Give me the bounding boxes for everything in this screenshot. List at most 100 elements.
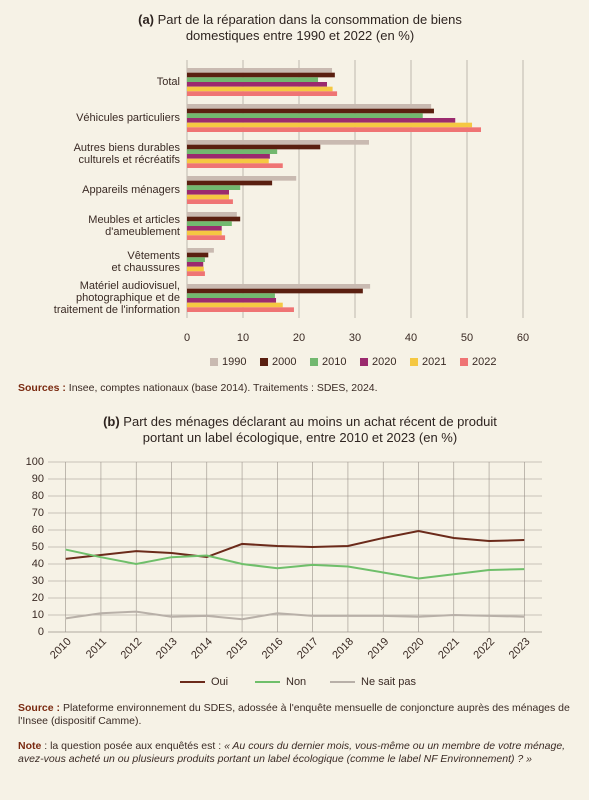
bar bbox=[187, 230, 222, 236]
legend-swatch bbox=[360, 358, 368, 366]
bar bbox=[187, 262, 204, 267]
bar bbox=[187, 293, 275, 298]
note-quote: « Au cours du dernier mois, vous-même ou… bbox=[18, 740, 566, 765]
bar bbox=[187, 307, 294, 312]
bar bbox=[187, 288, 363, 294]
chart-a-heading: (a) Part de la réparation dans la consom… bbox=[60, 12, 540, 44]
chart-label: (b) bbox=[103, 414, 120, 429]
bar bbox=[187, 163, 283, 168]
y-tick-label: 50 bbox=[32, 541, 44, 553]
bar bbox=[187, 77, 319, 82]
bar bbox=[187, 271, 205, 276]
source-text: Insee, comptes nationaux (base 2014). Tr… bbox=[68, 382, 378, 394]
y-tick-label: 70 bbox=[32, 507, 44, 519]
x-tick-label: 2018 bbox=[330, 636, 356, 662]
x-tick-label: 30 bbox=[349, 332, 361, 344]
bar bbox=[187, 82, 327, 87]
bar bbox=[187, 176, 297, 181]
y-tick-label: Véhicules particuliers bbox=[76, 112, 180, 124]
legend-swatch bbox=[460, 358, 468, 366]
y-tick-label: 0 bbox=[38, 626, 44, 638]
x-tick-label: 20 bbox=[293, 332, 305, 344]
y-tick-label: 30 bbox=[32, 575, 44, 587]
note-text: : la question posée aux enquêtés est : bbox=[41, 740, 225, 752]
chart-label: (a) bbox=[138, 12, 154, 27]
bar bbox=[187, 235, 226, 240]
bar bbox=[187, 284, 371, 289]
bar bbox=[187, 190, 229, 195]
bar bbox=[187, 252, 209, 258]
legend-label: 1990 bbox=[222, 356, 246, 368]
bar bbox=[187, 104, 432, 109]
y-tick-label: Total bbox=[156, 76, 180, 88]
x-tick-label: 50 bbox=[461, 332, 473, 344]
legend-swatch bbox=[310, 358, 318, 366]
bar bbox=[187, 86, 333, 92]
bar bbox=[187, 91, 338, 96]
x-tick-label: 2010 bbox=[48, 636, 74, 662]
chart-title: Part des ménages déclarant au moins un a… bbox=[123, 414, 497, 445]
legend-swatch bbox=[410, 358, 418, 366]
bar bbox=[187, 113, 423, 118]
x-tick-label: 60 bbox=[517, 332, 529, 344]
legend-swatch bbox=[210, 358, 218, 366]
x-tick-label: 2023 bbox=[507, 636, 533, 662]
legend-swatch bbox=[260, 358, 268, 366]
legend-label: 2010 bbox=[322, 356, 346, 368]
bar bbox=[187, 154, 270, 159]
bar bbox=[187, 298, 277, 303]
bar bbox=[187, 144, 321, 150]
bar bbox=[187, 199, 233, 204]
bar bbox=[187, 158, 269, 164]
bar bbox=[187, 118, 456, 123]
y-tick-label: Meubles et articles d'ameublement bbox=[88, 214, 180, 238]
y-tick-label: 40 bbox=[32, 558, 44, 570]
x-tick-label: 2017 bbox=[295, 636, 321, 662]
legend-label: 2020 bbox=[372, 356, 396, 368]
line bbox=[65, 530, 525, 560]
bar bbox=[187, 266, 204, 272]
y-tick-label: 60 bbox=[32, 524, 44, 536]
bar bbox=[187, 248, 214, 253]
x-tick-label: 2022 bbox=[471, 636, 497, 662]
bar bbox=[187, 127, 481, 132]
y-tick-label: Autres biens durables culturels et récré… bbox=[73, 142, 180, 166]
bar bbox=[187, 72, 335, 78]
bar bbox=[187, 180, 273, 186]
source-label: Sources : bbox=[18, 382, 66, 394]
x-tick-label: 2016 bbox=[260, 636, 286, 662]
y-tick-label: Appareils ménagers bbox=[82, 184, 180, 196]
y-tick-label: 100 bbox=[26, 456, 44, 468]
legend-label: 2000 bbox=[272, 356, 296, 368]
x-tick-label: 0 bbox=[184, 332, 190, 344]
x-tick-label: 2013 bbox=[154, 636, 180, 662]
bar bbox=[187, 216, 241, 222]
bar bbox=[187, 68, 333, 73]
y-tick-label: Vêtements et chaussures bbox=[111, 250, 180, 274]
legend-label: Oui bbox=[211, 676, 228, 688]
x-tick-label: 2012 bbox=[119, 636, 145, 662]
bar bbox=[187, 185, 241, 190]
bar bbox=[187, 257, 205, 262]
x-tick-label: 2020 bbox=[401, 636, 427, 662]
legend-label: Ne sait pas bbox=[361, 676, 417, 688]
x-tick-label: 2015 bbox=[224, 636, 250, 662]
note: Note : la question posée aux enquêtés es… bbox=[18, 740, 574, 766]
chart-b-heading: (b) Part des ménages déclarant au moins … bbox=[20, 414, 580, 446]
x-tick-label: 2019 bbox=[366, 636, 392, 662]
bar bbox=[187, 212, 237, 217]
chart-title: Part de la réparation dans la consommati… bbox=[157, 12, 462, 43]
bar bbox=[187, 122, 473, 128]
bar bbox=[187, 302, 283, 308]
source-text: Plateforme environnement du SDES, adossé… bbox=[18, 702, 570, 727]
y-tick-label: 80 bbox=[32, 490, 44, 502]
bar bbox=[187, 149, 278, 154]
bar bbox=[187, 140, 369, 145]
bar bbox=[187, 226, 222, 231]
y-tick-label: 10 bbox=[32, 609, 44, 621]
x-tick-label: 10 bbox=[237, 332, 249, 344]
x-tick-label: 2014 bbox=[189, 636, 215, 662]
x-tick-label: 2011 bbox=[84, 636, 109, 661]
